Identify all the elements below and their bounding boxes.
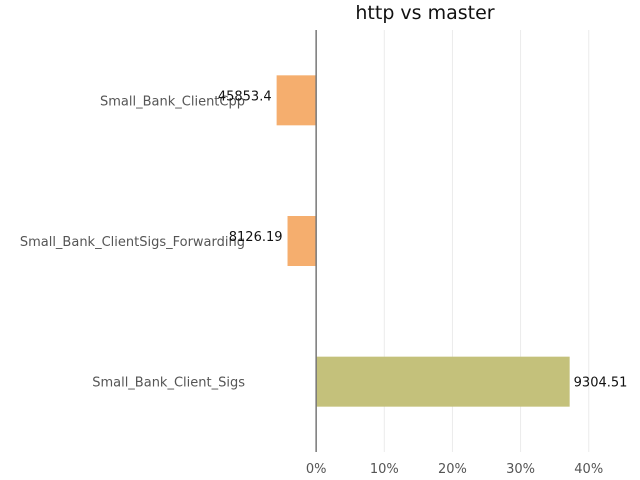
bar [276, 75, 317, 126]
x-axis-ticks: 0% 10% 20% 30% 40% [306, 462, 603, 477]
x-tick-label: 30% [506, 462, 535, 477]
category-label: Small_Bank_ClientSigs_Forwarding [20, 235, 245, 250]
value-label: 9304.51 [574, 376, 628, 391]
bars [276, 75, 570, 407]
category-labels: Small_Bank_ClientCpp Small_Bank_ClientSig… [20, 94, 245, 390]
value-label: 45853.4 [218, 89, 272, 104]
value-labels: 45853.4 8126.19 9304.51 [218, 89, 628, 390]
category-label: Small_Bank_ClientCpp [100, 94, 245, 109]
bar [316, 356, 570, 407]
category-label: Small_Bank_Client_Sigs [92, 376, 245, 391]
bar [287, 216, 317, 266]
x-tick-label: 0% [306, 462, 327, 477]
x-tick-label: 20% [438, 462, 467, 477]
chart-title: http vs master [355, 2, 494, 24]
x-tick-label: 40% [574, 462, 603, 477]
value-label: 8126.19 [229, 230, 283, 245]
x-tick-label: 10% [370, 462, 399, 477]
